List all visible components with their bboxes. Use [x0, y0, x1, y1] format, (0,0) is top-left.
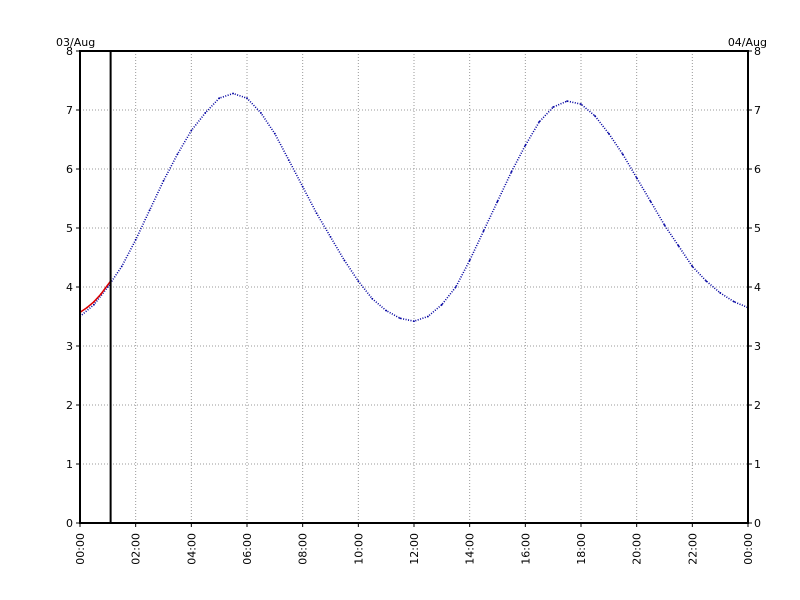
predicted-point	[580, 103, 582, 105]
y-tick-label-right: 6	[754, 163, 761, 176]
predicted-point	[649, 200, 652, 203]
x-tick-label: 16:00	[519, 533, 532, 565]
y-tick-label-right: 4	[754, 281, 761, 294]
predicted-point	[566, 100, 568, 103]
predicted-point	[204, 112, 207, 114]
y-tick-label-right: 0	[754, 517, 761, 530]
predicted-point	[705, 280, 708, 282]
predicted-point	[190, 129, 193, 132]
observed-point	[99, 293, 102, 295]
predicted-point	[427, 315, 429, 318]
predicted-point	[246, 97, 248, 100]
y-tick-label-left: 3	[66, 340, 73, 353]
predicted-point	[357, 280, 360, 282]
predicted-point	[413, 320, 415, 323]
x-tick-label: 00:00	[74, 533, 87, 565]
x-tick-label: 08:00	[297, 533, 310, 565]
y-tick-label-right: 3	[754, 340, 761, 353]
y-tick-label-right: 1	[754, 458, 761, 471]
y-tick-label-left: 8	[66, 45, 73, 58]
predicted-point	[607, 132, 610, 135]
predicted-point	[552, 106, 555, 108]
date-label-end: 04/Aug	[728, 36, 767, 49]
predicted-point	[440, 303, 443, 306]
predicted-point	[733, 300, 735, 303]
predicted-point	[273, 132, 276, 135]
predicted-point	[176, 153, 179, 156]
predicted-point	[232, 92, 234, 95]
x-tick-label: 04:00	[185, 533, 198, 565]
predicted-point	[621, 153, 624, 156]
predicted-point	[663, 224, 666, 226]
predicted-point	[691, 265, 694, 268]
y-tick-label-right: 8	[754, 45, 761, 58]
predicted-point	[454, 286, 457, 288]
predicted-point	[301, 185, 304, 188]
x-tick-label: 06:00	[241, 533, 254, 565]
x-tick-label: 20:00	[631, 533, 644, 565]
predicted-point	[134, 238, 137, 241]
predicted-point	[371, 297, 374, 300]
predicted-point	[538, 120, 541, 123]
y-tick-label-right: 2	[754, 399, 761, 412]
predicted-point	[315, 212, 318, 215]
predicted-point	[677, 244, 680, 247]
observed-point	[86, 306, 88, 309]
predicted-point	[343, 259, 346, 262]
observed-point	[93, 300, 95, 303]
predicted-point	[496, 200, 499, 203]
x-tick-label: 12:00	[408, 533, 421, 565]
predicted-point	[468, 259, 471, 262]
y-tick-label-right: 7	[754, 104, 761, 117]
x-tick-label: 10:00	[352, 533, 365, 565]
x-tick-label: 22:00	[686, 533, 699, 565]
predicted-point	[218, 97, 221, 100]
predicted-point	[510, 171, 513, 173]
x-tick-label: 00:00	[742, 533, 755, 565]
predicted-point	[385, 309, 388, 312]
x-tick-label: 14:00	[464, 533, 477, 565]
predicted-point	[594, 115, 596, 117]
x-tick-label: 18:00	[575, 533, 588, 565]
predicted-point	[287, 159, 290, 162]
x-tick-label: 02:00	[130, 533, 143, 565]
predicted-point	[93, 303, 95, 306]
predicted-point	[260, 112, 262, 114]
y-tick-label-right: 5	[754, 222, 761, 235]
predicted-point	[329, 235, 332, 238]
y-tick-label-left: 7	[66, 104, 73, 117]
date-label-start: 03/Aug	[56, 36, 95, 49]
predicted-point	[162, 179, 165, 182]
predicted-point	[524, 144, 527, 147]
y-tick-label-left: 0	[66, 517, 73, 530]
y-tick-label-left: 6	[66, 163, 73, 176]
predicted-point	[635, 176, 638, 179]
predicted-point	[148, 209, 151, 212]
predicted-point	[120, 265, 123, 268]
predicted-point	[399, 317, 401, 320]
y-tick-label-left: 2	[66, 399, 73, 412]
predicted-point	[719, 292, 722, 294]
y-tick-label-left: 4	[66, 281, 73, 294]
y-tick-label-left: 5	[66, 222, 73, 235]
y-tick-label-left: 1	[66, 458, 73, 471]
predicted-point	[482, 230, 485, 232]
